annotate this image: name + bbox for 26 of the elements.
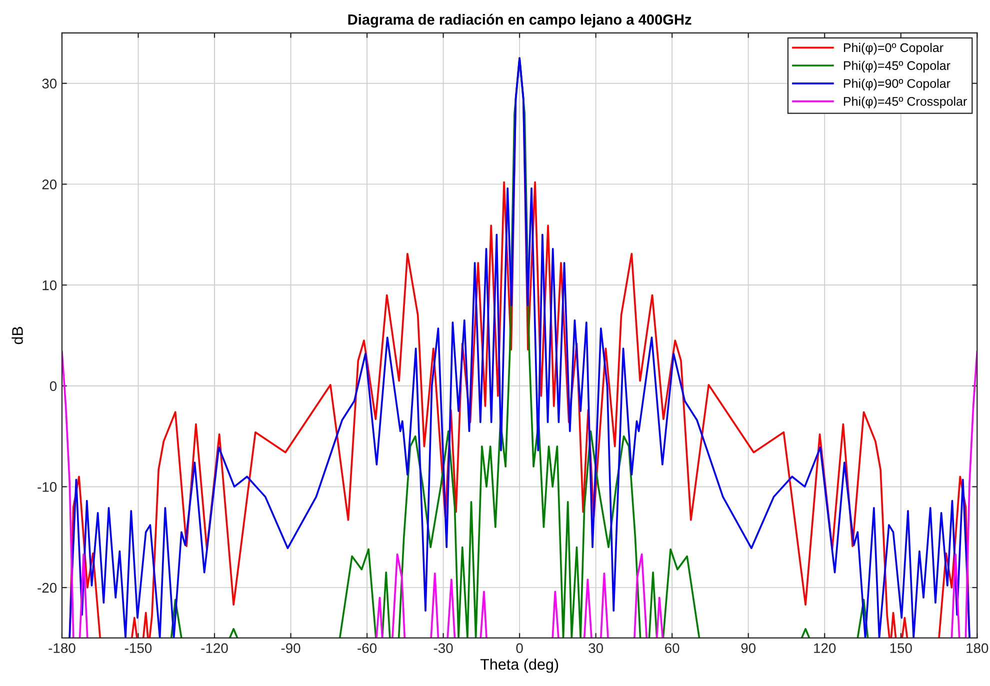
x-tick-label: 120 (814, 643, 836, 654)
legend-label: Phi(φ)=45º Crosspolar (844, 96, 967, 108)
x-tick-label: 90 (741, 643, 756, 654)
y-tick-label: -20 (38, 582, 57, 593)
y-tick-label: 0 (50, 381, 57, 392)
x-tick-label: 0 (516, 643, 523, 654)
x-tick-label: -120 (201, 643, 228, 654)
legend-label: Phi(φ)=0º Copolar (844, 42, 944, 55)
x-tick-label: 60 (665, 643, 680, 654)
y-tick-label: 10 (42, 280, 57, 290)
y-tick-label: -10 (38, 482, 57, 492)
x-tick-label: 180 (966, 643, 988, 654)
x-tick-label: -60 (358, 643, 377, 654)
x-tick-label: -180 (48, 643, 76, 654)
legend-label: Phi(φ)=90º Copolar (844, 78, 950, 90)
y-axis-title: dB (12, 326, 23, 344)
y-tick-label: 20 (42, 180, 57, 190)
legend-label: Phi(φ)=45º Copolar (844, 60, 950, 72)
y-tick-label: 30 (42, 78, 57, 89)
chart-title: Diagrama de radiación en campo lejano a 400GHz (348, 14, 692, 28)
x-tick-label: -90 (281, 643, 300, 654)
x-tick-label: 150 (890, 643, 912, 654)
x-tick-label: -30 (434, 643, 453, 654)
x-tick-label: 30 (588, 643, 603, 654)
x-axis-title: Theta (deg) (480, 658, 558, 673)
x-tick-label: -150 (124, 643, 152, 654)
